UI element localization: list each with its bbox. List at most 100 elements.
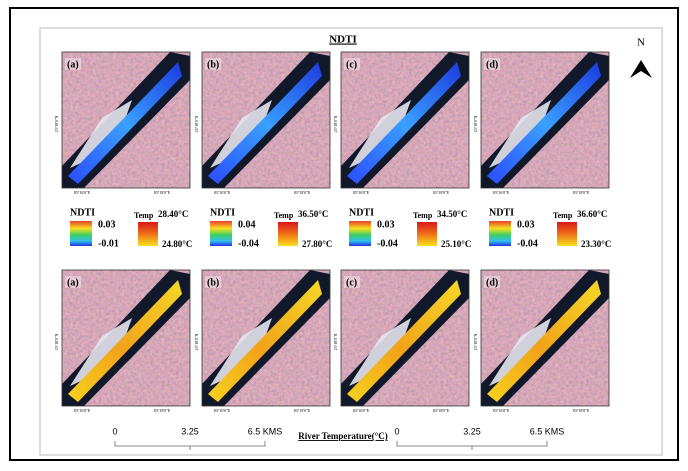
lon-label: 83°16'0"E bbox=[214, 190, 231, 195]
river-water bbox=[487, 280, 601, 402]
scale-bar bbox=[114, 441, 266, 450]
panel-label: (b) bbox=[207, 59, 219, 70]
inner-frame bbox=[39, 27, 663, 456]
map-border bbox=[480, 51, 610, 189]
scale-mid: 3.25 bbox=[463, 426, 481, 436]
lat-label: 25°18'0"N bbox=[194, 333, 199, 350]
river-water bbox=[208, 62, 322, 184]
scale-end: 6.5 KMS bbox=[530, 426, 565, 436]
map-border bbox=[61, 51, 191, 189]
north-label: N bbox=[637, 37, 645, 49]
map-border bbox=[201, 269, 331, 407]
ndti-legend-title: NDTI bbox=[489, 207, 514, 218]
panel-label: (d) bbox=[486, 277, 498, 288]
ndti-min: -0.04 bbox=[517, 238, 538, 249]
temp-legend-ramp bbox=[138, 222, 158, 246]
map-panel: (b) 83°16'0"E 83°18'0"E 25°18'0"N bbox=[194, 51, 331, 195]
map-border bbox=[61, 269, 191, 407]
ndti-max: 0.04 bbox=[238, 219, 256, 230]
sandbank bbox=[349, 100, 411, 168]
scale-bar bbox=[396, 441, 548, 450]
lon-label: 83°18'0"E bbox=[294, 190, 311, 195]
temp-legend-title: Temp bbox=[274, 211, 294, 220]
lon-label: 83°18'0"E bbox=[433, 408, 450, 413]
lat-label: 25°18'0"N bbox=[54, 115, 59, 132]
map-panel: (c) 83°16'0"E 83°18'0"E 25°18'0"N bbox=[333, 51, 470, 195]
scale-end: 6.5 KMS bbox=[248, 426, 283, 436]
temp-legend-ramp bbox=[417, 222, 437, 246]
scale-start: 0 bbox=[112, 426, 117, 436]
outer-frame bbox=[9, 7, 679, 461]
river-water bbox=[347, 280, 461, 402]
map-panel: (b) 83°16'0"E 83°18'0"E 25°18'0"N bbox=[194, 269, 331, 413]
panel-label-bg bbox=[65, 58, 81, 70]
ndti-legend-ramp bbox=[210, 221, 232, 246]
river-water bbox=[68, 62, 182, 184]
sandbank bbox=[70, 318, 132, 386]
temp-max: 34.50°C bbox=[437, 209, 467, 219]
panel-label-bg bbox=[484, 58, 500, 70]
sandbank bbox=[210, 100, 272, 168]
river-water bbox=[347, 62, 461, 184]
map-panel: (d) 83°16'0"E 83°18'0"E 25°18'0"N bbox=[473, 269, 610, 413]
lon-label: 83°18'0"E bbox=[573, 408, 590, 413]
north-arrow: N bbox=[630, 37, 652, 78]
lat-label: 25°18'0"N bbox=[194, 115, 199, 132]
map-panel: (c) 83°16'0"E 83°18'0"E 25°18'0"N bbox=[333, 269, 470, 413]
temp-legend-title: Temp bbox=[413, 211, 433, 220]
lat-label: 25°18'0"N bbox=[54, 333, 59, 350]
scale-mid: 3.25 bbox=[181, 426, 199, 436]
lon-label: 83°16'0"E bbox=[74, 190, 91, 195]
panel-label-bg bbox=[344, 276, 360, 288]
ndti-max: 0.03 bbox=[98, 219, 116, 230]
lat-label: 25°18'0"N bbox=[333, 115, 338, 132]
ndti-legend-ramp bbox=[349, 221, 371, 246]
panel-label: (a) bbox=[67, 59, 79, 70]
lon-label: 83°18'0"E bbox=[573, 190, 590, 195]
lon-label: 83°16'0"E bbox=[214, 408, 231, 413]
map-panel: (a) 83°16'0"E 83°18'0"E 25°18'0"N bbox=[54, 51, 191, 195]
map-border bbox=[340, 51, 470, 189]
panel-label: (c) bbox=[346, 277, 357, 288]
temp-min: 23.30°C bbox=[581, 239, 611, 249]
temp-legend-ramp bbox=[557, 222, 577, 246]
ndti-max: 0.03 bbox=[517, 219, 535, 230]
panel-label-bg bbox=[65, 276, 81, 288]
ndti-legend-title: NDTI bbox=[349, 207, 374, 218]
panel-label-bg bbox=[484, 276, 500, 288]
panel-label: (d) bbox=[486, 59, 498, 70]
sandbank bbox=[349, 318, 411, 386]
panel-label: (c) bbox=[346, 59, 357, 70]
map-border bbox=[201, 51, 331, 189]
lon-label: 83°18'0"E bbox=[294, 408, 311, 413]
temp-legend-title: Temp bbox=[553, 211, 573, 220]
temp-min: 25.10°C bbox=[441, 239, 471, 249]
lon-label: 83°18'0"E bbox=[433, 190, 450, 195]
temp-max: 36.60°C bbox=[577, 209, 607, 219]
map-border bbox=[480, 269, 610, 407]
sandbank bbox=[489, 100, 551, 168]
ndti-min: -0.04 bbox=[238, 238, 259, 249]
lon-label: 83°16'0"E bbox=[74, 408, 91, 413]
temp-legend-ramp bbox=[278, 222, 298, 246]
sandbank bbox=[489, 318, 551, 386]
lon-label: 83°16'0"E bbox=[493, 190, 510, 195]
ndti-min: -0.01 bbox=[98, 238, 119, 249]
panel-label-bg bbox=[344, 58, 360, 70]
ndti-min: -0.04 bbox=[377, 238, 398, 249]
temp-legend-title: Temp bbox=[134, 211, 154, 220]
river-water bbox=[208, 280, 322, 402]
panel-label: (b) bbox=[207, 277, 219, 288]
river-water bbox=[487, 62, 601, 184]
lon-label: 83°16'0"E bbox=[353, 190, 370, 195]
panel-label-bg bbox=[205, 276, 221, 288]
sandbank bbox=[210, 318, 272, 386]
ndti-legend-ramp bbox=[70, 221, 92, 246]
lat-label: 25°18'0"N bbox=[333, 333, 338, 350]
lat-label: 25°18'0"N bbox=[473, 115, 478, 132]
lon-label: 83°18'0"E bbox=[154, 408, 171, 413]
ndti-legend-title: NDTI bbox=[70, 207, 95, 218]
temp-max: 36.50°C bbox=[298, 209, 328, 219]
